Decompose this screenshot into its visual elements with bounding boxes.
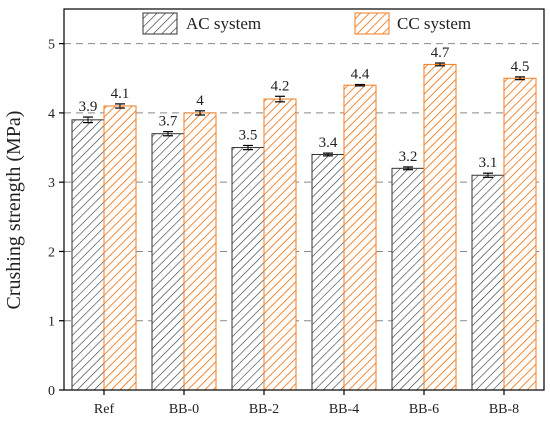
x-axis: Ref BB-0 BB-2 BB-4 BB-6 BB-8: [94, 390, 519, 417]
legend[interactable]: AC system CC system: [142, 12, 471, 35]
bar-ac-system-bb-4: [311, 153, 345, 391]
bar-cc-system-bb-6: [423, 63, 457, 391]
bar-ac-system-bb-6: [391, 167, 425, 391]
bar-ac-system-bb-0: [151, 133, 185, 391]
x-tick-label-bb-2: BB-2: [249, 402, 279, 417]
x-tick-label-bb-4: BB-4: [329, 402, 359, 417]
y-tick-label-4: 4: [48, 107, 55, 122]
data-label-cc-system-bb-6: 4.7: [431, 45, 450, 61]
y-tick-label-5: 5: [48, 38, 55, 53]
legend-label-cc-system: CC system: [397, 14, 471, 33]
bar-cc-system-bb-0: [183, 112, 217, 391]
data-label-ac-system-bb-4: 3.4: [319, 135, 338, 151]
bar-ac-system-bb-2: [231, 147, 265, 391]
data-label-ac-system-bb-6: 3.2: [399, 149, 418, 165]
bar-cc-system-ref: [103, 105, 137, 391]
data-label-ac-system-bb-2: 3.5: [239, 127, 258, 143]
data-labels: 3.9 4.1 3.7 4 3.5 4.2 3.4 4.4 3.2 4.7 3.1 4.5: [79, 45, 530, 171]
y-axis-title: Crushing strength (MPa): [3, 111, 25, 310]
data-label-cc-system-ref: 4.1: [111, 86, 130, 102]
bar-cc-system-bb-4: [343, 84, 377, 391]
x-tick-label-ref: Ref: [94, 402, 115, 417]
x-tick-label-bb-0: BB-0: [169, 402, 199, 417]
bar-ac-system-bb-8: [471, 174, 505, 391]
plot-frame: [63, 8, 545, 391]
y-tick-label-0: 0: [48, 384, 55, 399]
y-tick-label-2: 2: [48, 245, 55, 260]
x-tick-label-bb-8: BB-8: [489, 402, 519, 417]
y-tick-label-3: 3: [48, 176, 55, 191]
bar-cc-system-bb-8: [503, 77, 537, 391]
data-label-ac-system-ref: 3.9: [79, 99, 98, 115]
legend-swatch-ac-system: [142, 12, 178, 35]
data-label-cc-system-bb-0: 4: [196, 93, 204, 109]
error-bars: [83, 62, 525, 178]
bars: [71, 63, 537, 391]
data-label-ac-system-bb-8: 3.1: [479, 155, 498, 171]
data-label-cc-system-bb-4: 4.4: [351, 67, 370, 83]
data-label-cc-system-bb-8: 4.5: [511, 59, 530, 75]
y-axis: 0 1 2 3 4 5: [48, 38, 64, 399]
data-label-ac-system-bb-0: 3.7: [159, 114, 178, 130]
gridlines: [64, 43, 544, 322]
y-tick-label-1: 1: [48, 315, 55, 330]
data-label-cc-system-bb-2: 4.2: [271, 78, 290, 94]
legend-swatch-cc-system: [354, 12, 390, 35]
bar-ac-system-ref: [71, 119, 105, 391]
bar-cc-system-bb-2: [263, 98, 297, 391]
x-tick-label-bb-6: BB-6: [409, 402, 439, 417]
legend-label-ac-system: AC system: [186, 14, 261, 33]
